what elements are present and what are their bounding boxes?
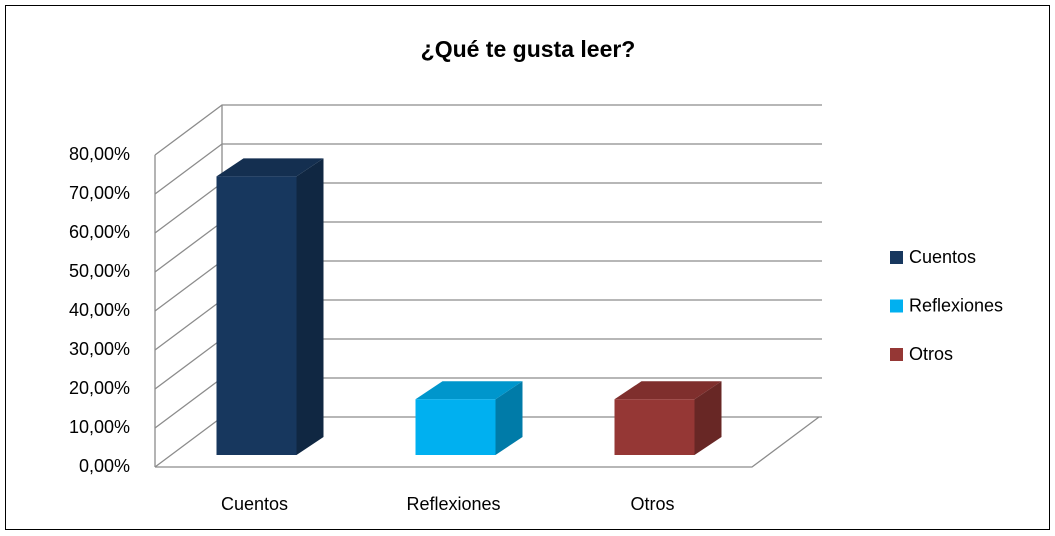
bar bbox=[614, 381, 722, 455]
bar bbox=[415, 381, 523, 455]
x-tick-label: Reflexiones bbox=[406, 494, 500, 514]
bar-front bbox=[614, 399, 695, 455]
bar-front bbox=[216, 176, 297, 455]
chart-title: ¿Qué te gusta leer? bbox=[421, 36, 636, 62]
y-tick-label: 70,00% bbox=[69, 183, 130, 203]
bar-side bbox=[495, 381, 523, 455]
floor-outline bbox=[155, 416, 820, 468]
legend-swatch bbox=[890, 348, 903, 361]
grid-line bbox=[154, 143, 822, 195]
bar-side bbox=[694, 381, 722, 455]
bar-top bbox=[216, 158, 324, 177]
x-tick-label: Cuentos bbox=[221, 494, 288, 514]
legend-swatch bbox=[890, 299, 903, 313]
bar-side bbox=[296, 158, 324, 455]
y-tick-label: 20,00% bbox=[69, 378, 130, 398]
legend-label: Cuentos bbox=[909, 247, 976, 267]
y-tick-label: 60,00% bbox=[69, 222, 130, 242]
y-tick-label: 50,00% bbox=[69, 261, 130, 281]
chart-frame bbox=[5, 5, 1050, 530]
bar bbox=[216, 158, 324, 455]
bar-top bbox=[415, 381, 523, 400]
bar-top bbox=[614, 381, 722, 400]
y-tick-label: 30,00% bbox=[69, 339, 130, 359]
legend-label: Reflexiones bbox=[909, 295, 1003, 315]
grid-line bbox=[154, 104, 822, 156]
y-tick-label: 10,00% bbox=[69, 417, 130, 437]
x-tick-label: Otros bbox=[630, 494, 674, 514]
y-tick-label: 0,00% bbox=[79, 456, 130, 476]
legend-label: Otros bbox=[909, 344, 953, 364]
legend-swatch bbox=[890, 251, 903, 264]
bar-front bbox=[415, 399, 496, 455]
y-tick-label: 40,00% bbox=[69, 300, 130, 320]
y-tick-label: 80,00% bbox=[69, 144, 130, 164]
